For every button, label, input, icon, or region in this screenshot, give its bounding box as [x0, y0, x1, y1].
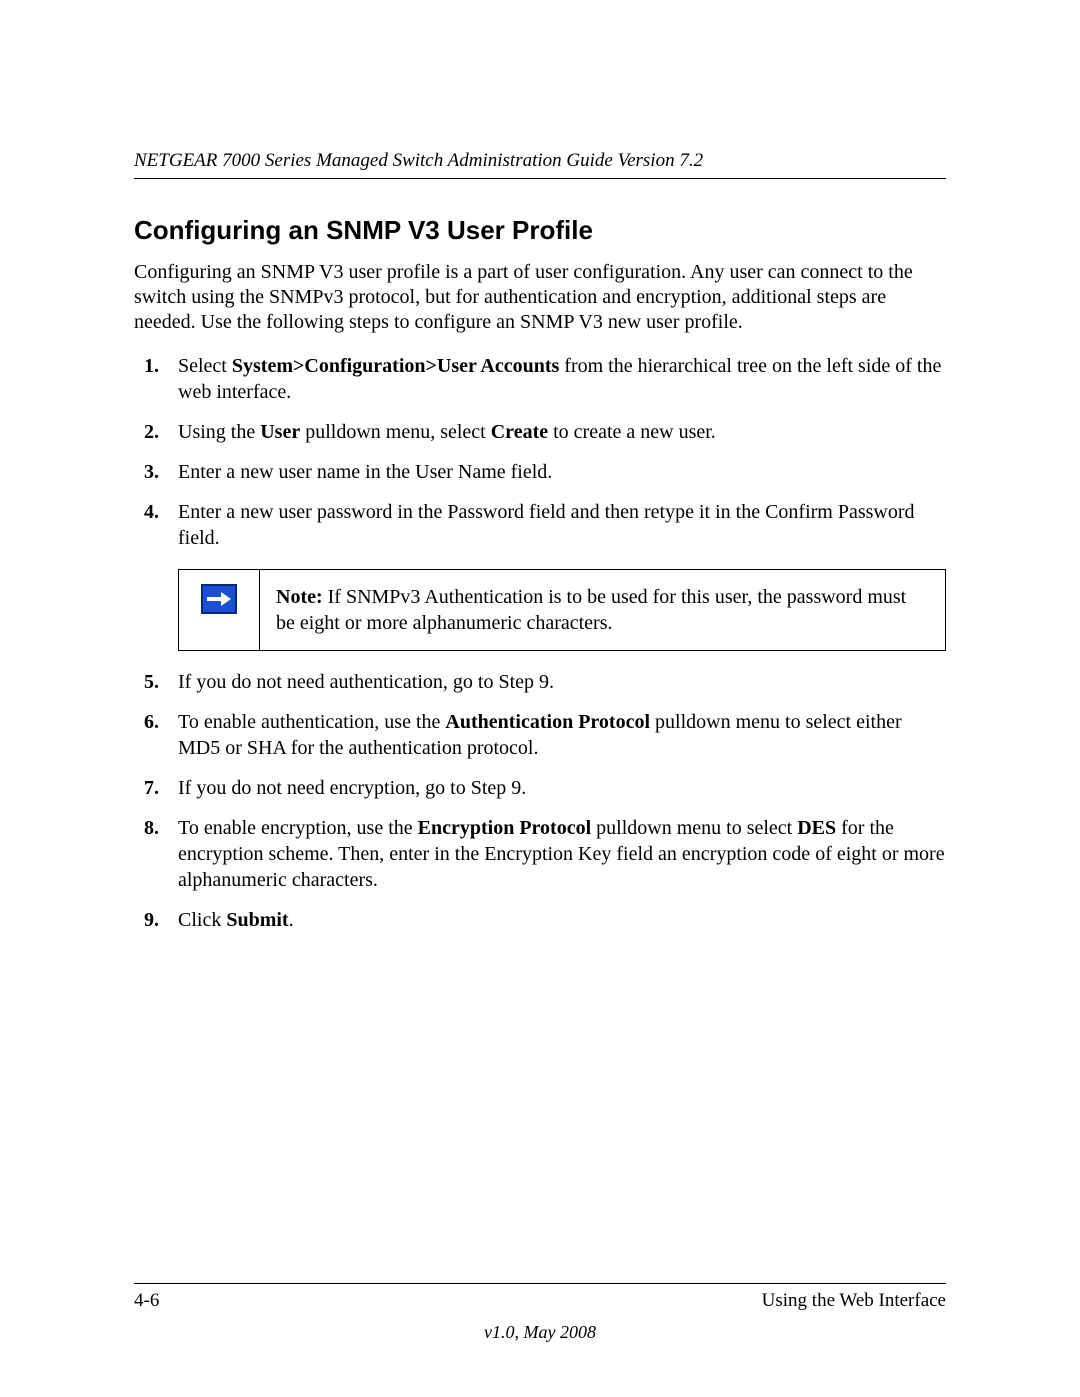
page-number: 4-6	[134, 1290, 159, 1312]
menu-path: System>Configuration>User Accounts	[232, 355, 559, 377]
step-text: Enter a new user name in the User Name f…	[178, 461, 552, 483]
running-header: NETGEAR 7000 Series Managed Switch Admin…	[134, 150, 946, 179]
step-1: Select System>Configuration>User Account…	[134, 353, 946, 405]
ui-label-submit: Submit	[226, 909, 288, 931]
step-8: To enable encryption, use the Encryption…	[134, 815, 946, 893]
step-text: If you do not need authentication, go to…	[178, 671, 554, 693]
step-text: pulldown menu to select	[591, 817, 797, 839]
step-5: If you do not need authentication, go to…	[134, 669, 946, 695]
footer-version: v1.0, May 2008	[134, 1322, 946, 1343]
step-text: If you do not need encryption, go to Ste…	[178, 777, 526, 799]
step-text: To enable authentication, use the	[178, 711, 445, 733]
ui-label-user: User	[260, 421, 300, 443]
note-text: Note: If SNMPv3 Authentication is to be …	[260, 570, 946, 650]
step-4: Enter a new user password in the Passwor…	[134, 499, 946, 551]
note-body: If SNMPv3 Authentication is to be used f…	[276, 586, 906, 634]
note-label: Note:	[276, 586, 323, 608]
intro-paragraph: Configuring an SNMP V3 user profile is a…	[134, 260, 946, 335]
step-text: To enable encryption, use the	[178, 817, 418, 839]
ui-label-auth-protocol: Authentication Protocol	[445, 711, 650, 733]
document-page: NETGEAR 7000 Series Managed Switch Admin…	[0, 0, 1080, 1397]
footer-section-name: Using the Web Interface	[762, 1290, 946, 1312]
step-text: Select	[178, 355, 232, 377]
step-text: pulldown menu, select	[300, 421, 491, 443]
ui-label-enc-protocol: Encryption Protocol	[418, 817, 592, 839]
note-callout: Note: If SNMPv3 Authentication is to be …	[178, 569, 946, 651]
step-text: Using the	[178, 421, 260, 443]
step-text: Enter a new user password in the Passwor…	[178, 501, 915, 549]
footer-rule	[134, 1283, 946, 1284]
ui-label-create: Create	[491, 421, 548, 443]
section-heading: Configuring an SNMP V3 User Profile	[134, 215, 946, 246]
ui-label-des: DES	[797, 817, 836, 839]
steps-list: Select System>Configuration>User Account…	[134, 353, 946, 551]
step-2: Using the User pulldown menu, select Cre…	[134, 419, 946, 445]
steps-list-continued: If you do not need authentication, go to…	[134, 669, 946, 933]
step-text: .	[289, 909, 294, 931]
step-3: Enter a new user name in the User Name f…	[134, 459, 946, 485]
note-icon-cell	[179, 570, 260, 650]
arrow-right-icon	[201, 584, 237, 614]
step-text: to create a new user.	[548, 421, 716, 443]
page-footer: 4-6 Using the Web Interface v1.0, May 20…	[134, 1283, 946, 1343]
step-9: Click Submit.	[134, 907, 946, 933]
step-text: Click	[178, 909, 226, 931]
step-7: If you do not need encryption, go to Ste…	[134, 775, 946, 801]
step-6: To enable authentication, use the Authen…	[134, 709, 946, 761]
